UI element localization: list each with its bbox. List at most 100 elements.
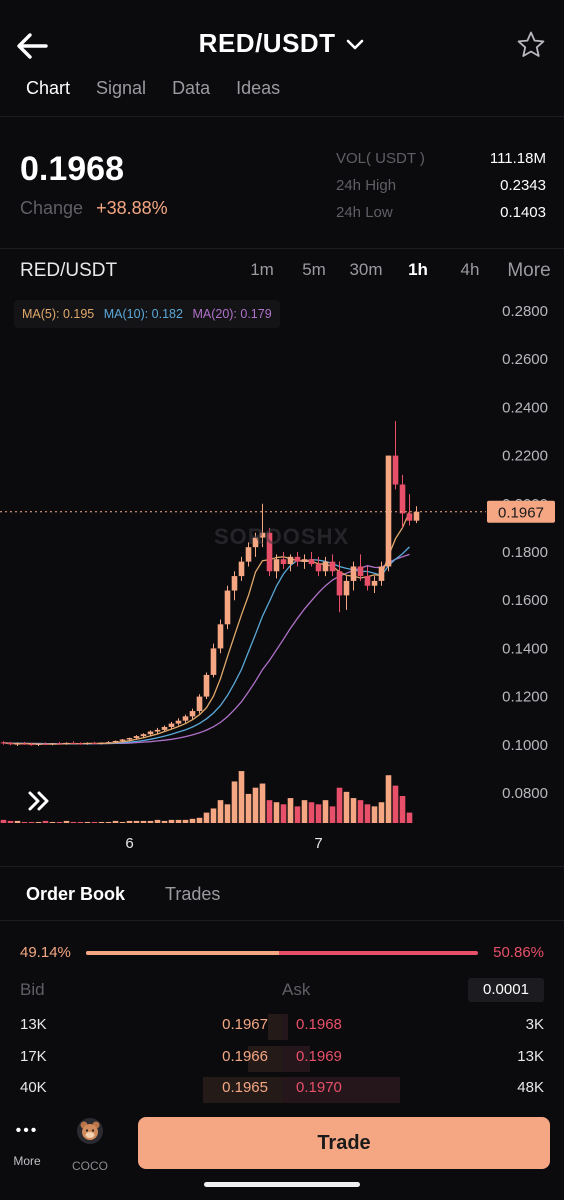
candle-body <box>147 731 154 735</box>
volume-bar <box>126 820 133 823</box>
candlestick-chart[interactable]: 0.28000.26000.24000.22000.20000.18000.16… <box>0 290 564 860</box>
candle <box>238 556 245 581</box>
volume-bar <box>245 793 252 823</box>
tab-order-book[interactable]: Order Book <box>26 884 126 904</box>
candle-body <box>364 576 371 586</box>
trade-button[interactable]: Trade <box>138 1117 550 1169</box>
ma-legend: MA(5): 0.195 MA(10): 0.182 MA(20): 0.179 <box>14 300 280 328</box>
candle <box>343 576 350 610</box>
candle-body <box>217 624 224 649</box>
candle <box>329 554 336 577</box>
stat-value: 0.2343 <box>500 177 546 194</box>
more-menu-button[interactable]: ••• More <box>10 1122 44 1168</box>
ask-quantity: 48K <box>517 1079 544 1096</box>
y-tick-label: 0.1000 <box>502 737 548 754</box>
tab-signal[interactable]: Signal <box>96 78 147 98</box>
candle-body <box>175 720 182 724</box>
interval-1h[interactable]: 1h <box>408 260 428 279</box>
volume-bar <box>91 821 98 823</box>
y-tick-label: 0.2200 <box>502 448 548 465</box>
volume-bar <box>98 821 105 823</box>
volume-bar <box>84 821 91 823</box>
tab-trades[interactable]: Trades <box>165 884 221 904</box>
volume-bar <box>378 802 385 823</box>
ma10-line <box>3 546 410 745</box>
tab-data[interactable]: Data <box>172 78 211 98</box>
interval-1m[interactable]: 1m <box>250 260 274 279</box>
precision-selector[interactable]: 0.0001 <box>468 978 544 1002</box>
candle-body <box>91 743 98 745</box>
y-tick-label: 0.0800 <box>502 785 548 802</box>
volume-bar <box>273 802 280 823</box>
interval-selector: 1m 5m 30m 1h 4h More <box>236 260 562 282</box>
orderbook-row[interactable]: 17K 0.1966 0.1969 13K <box>0 1044 564 1076</box>
volume-bar <box>301 800 308 823</box>
volume-bar <box>189 818 196 823</box>
bid-price: 0.1967 <box>222 1016 268 1033</box>
bid-quantity: 40K <box>20 1079 47 1096</box>
candle-body <box>154 729 161 732</box>
candle-body <box>378 566 385 581</box>
volume-bar <box>112 820 119 823</box>
favorite-star-icon[interactable] <box>516 30 546 60</box>
candle <box>385 455 392 572</box>
candle <box>0 741 7 745</box>
volume-bar <box>224 804 231 823</box>
candle-body <box>315 564 322 572</box>
candle <box>161 725 168 732</box>
orderbook-row[interactable]: 40K 0.1965 0.1970 48K <box>0 1075 564 1107</box>
candle <box>175 718 182 726</box>
tab-chart[interactable]: Chart <box>26 78 71 98</box>
interval-5m[interactable]: 5m <box>302 260 326 279</box>
pair-selector[interactable]: RED/USDT <box>0 28 564 59</box>
candle <box>245 542 252 567</box>
volume-bar <box>119 821 126 823</box>
interval-30m[interactable]: 30m <box>349 260 383 279</box>
candle <box>196 694 203 714</box>
interval-more[interactable]: More <box>507 260 551 281</box>
candle-body <box>406 513 413 521</box>
divider <box>0 866 564 867</box>
candle <box>7 741 14 746</box>
candle-body <box>126 738 133 740</box>
candle <box>42 742 49 745</box>
candle-body <box>301 559 308 562</box>
stats-panel: VOL( USDT ) 111.18M 24h High 0.2343 24h … <box>336 150 546 231</box>
candle <box>315 556 322 577</box>
candle <box>182 714 189 724</box>
orderbook-row[interactable]: 13K 0.1967 0.1968 3K <box>0 1012 564 1044</box>
current-price-tag <box>487 500 555 523</box>
candle <box>322 556 329 577</box>
candle-body <box>322 561 329 572</box>
tab-ideas[interactable]: Ideas <box>236 78 281 98</box>
double-chevron-right-icon[interactable] <box>24 786 54 816</box>
y-tick-label: 0.2800 <box>502 303 548 320</box>
volume-bar <box>280 804 287 823</box>
volume-bar <box>371 806 378 823</box>
interval-4h[interactable]: 4h <box>460 260 480 279</box>
volume-bar <box>49 821 56 823</box>
volume-bar <box>315 804 322 823</box>
candle <box>294 552 301 567</box>
y-axis: 0.28000.26000.24000.22000.20000.18000.16… <box>502 303 548 802</box>
candle <box>98 742 105 745</box>
volume-bar <box>322 800 329 823</box>
volume-bar <box>385 775 392 823</box>
candle-body <box>245 547 252 562</box>
chart-pair-label: RED/USDT <box>20 260 118 281</box>
volume-bar <box>182 819 189 823</box>
watermark: SOROOSHX <box>214 524 350 549</box>
candle <box>210 643 217 678</box>
candle-body <box>343 580 350 596</box>
x-tick-label: 7 <box>314 835 322 852</box>
coco-button[interactable]: COCO <box>70 1118 110 1173</box>
back-arrow-icon[interactable] <box>14 28 50 64</box>
y-tick-label: 0.1400 <box>502 640 548 657</box>
volume-bar <box>252 787 259 823</box>
volume-bar <box>343 791 350 823</box>
volume-bar <box>42 820 49 823</box>
candle <box>217 619 224 654</box>
candle <box>231 571 238 601</box>
stat-label: VOL( USDT ) <box>336 150 425 167</box>
